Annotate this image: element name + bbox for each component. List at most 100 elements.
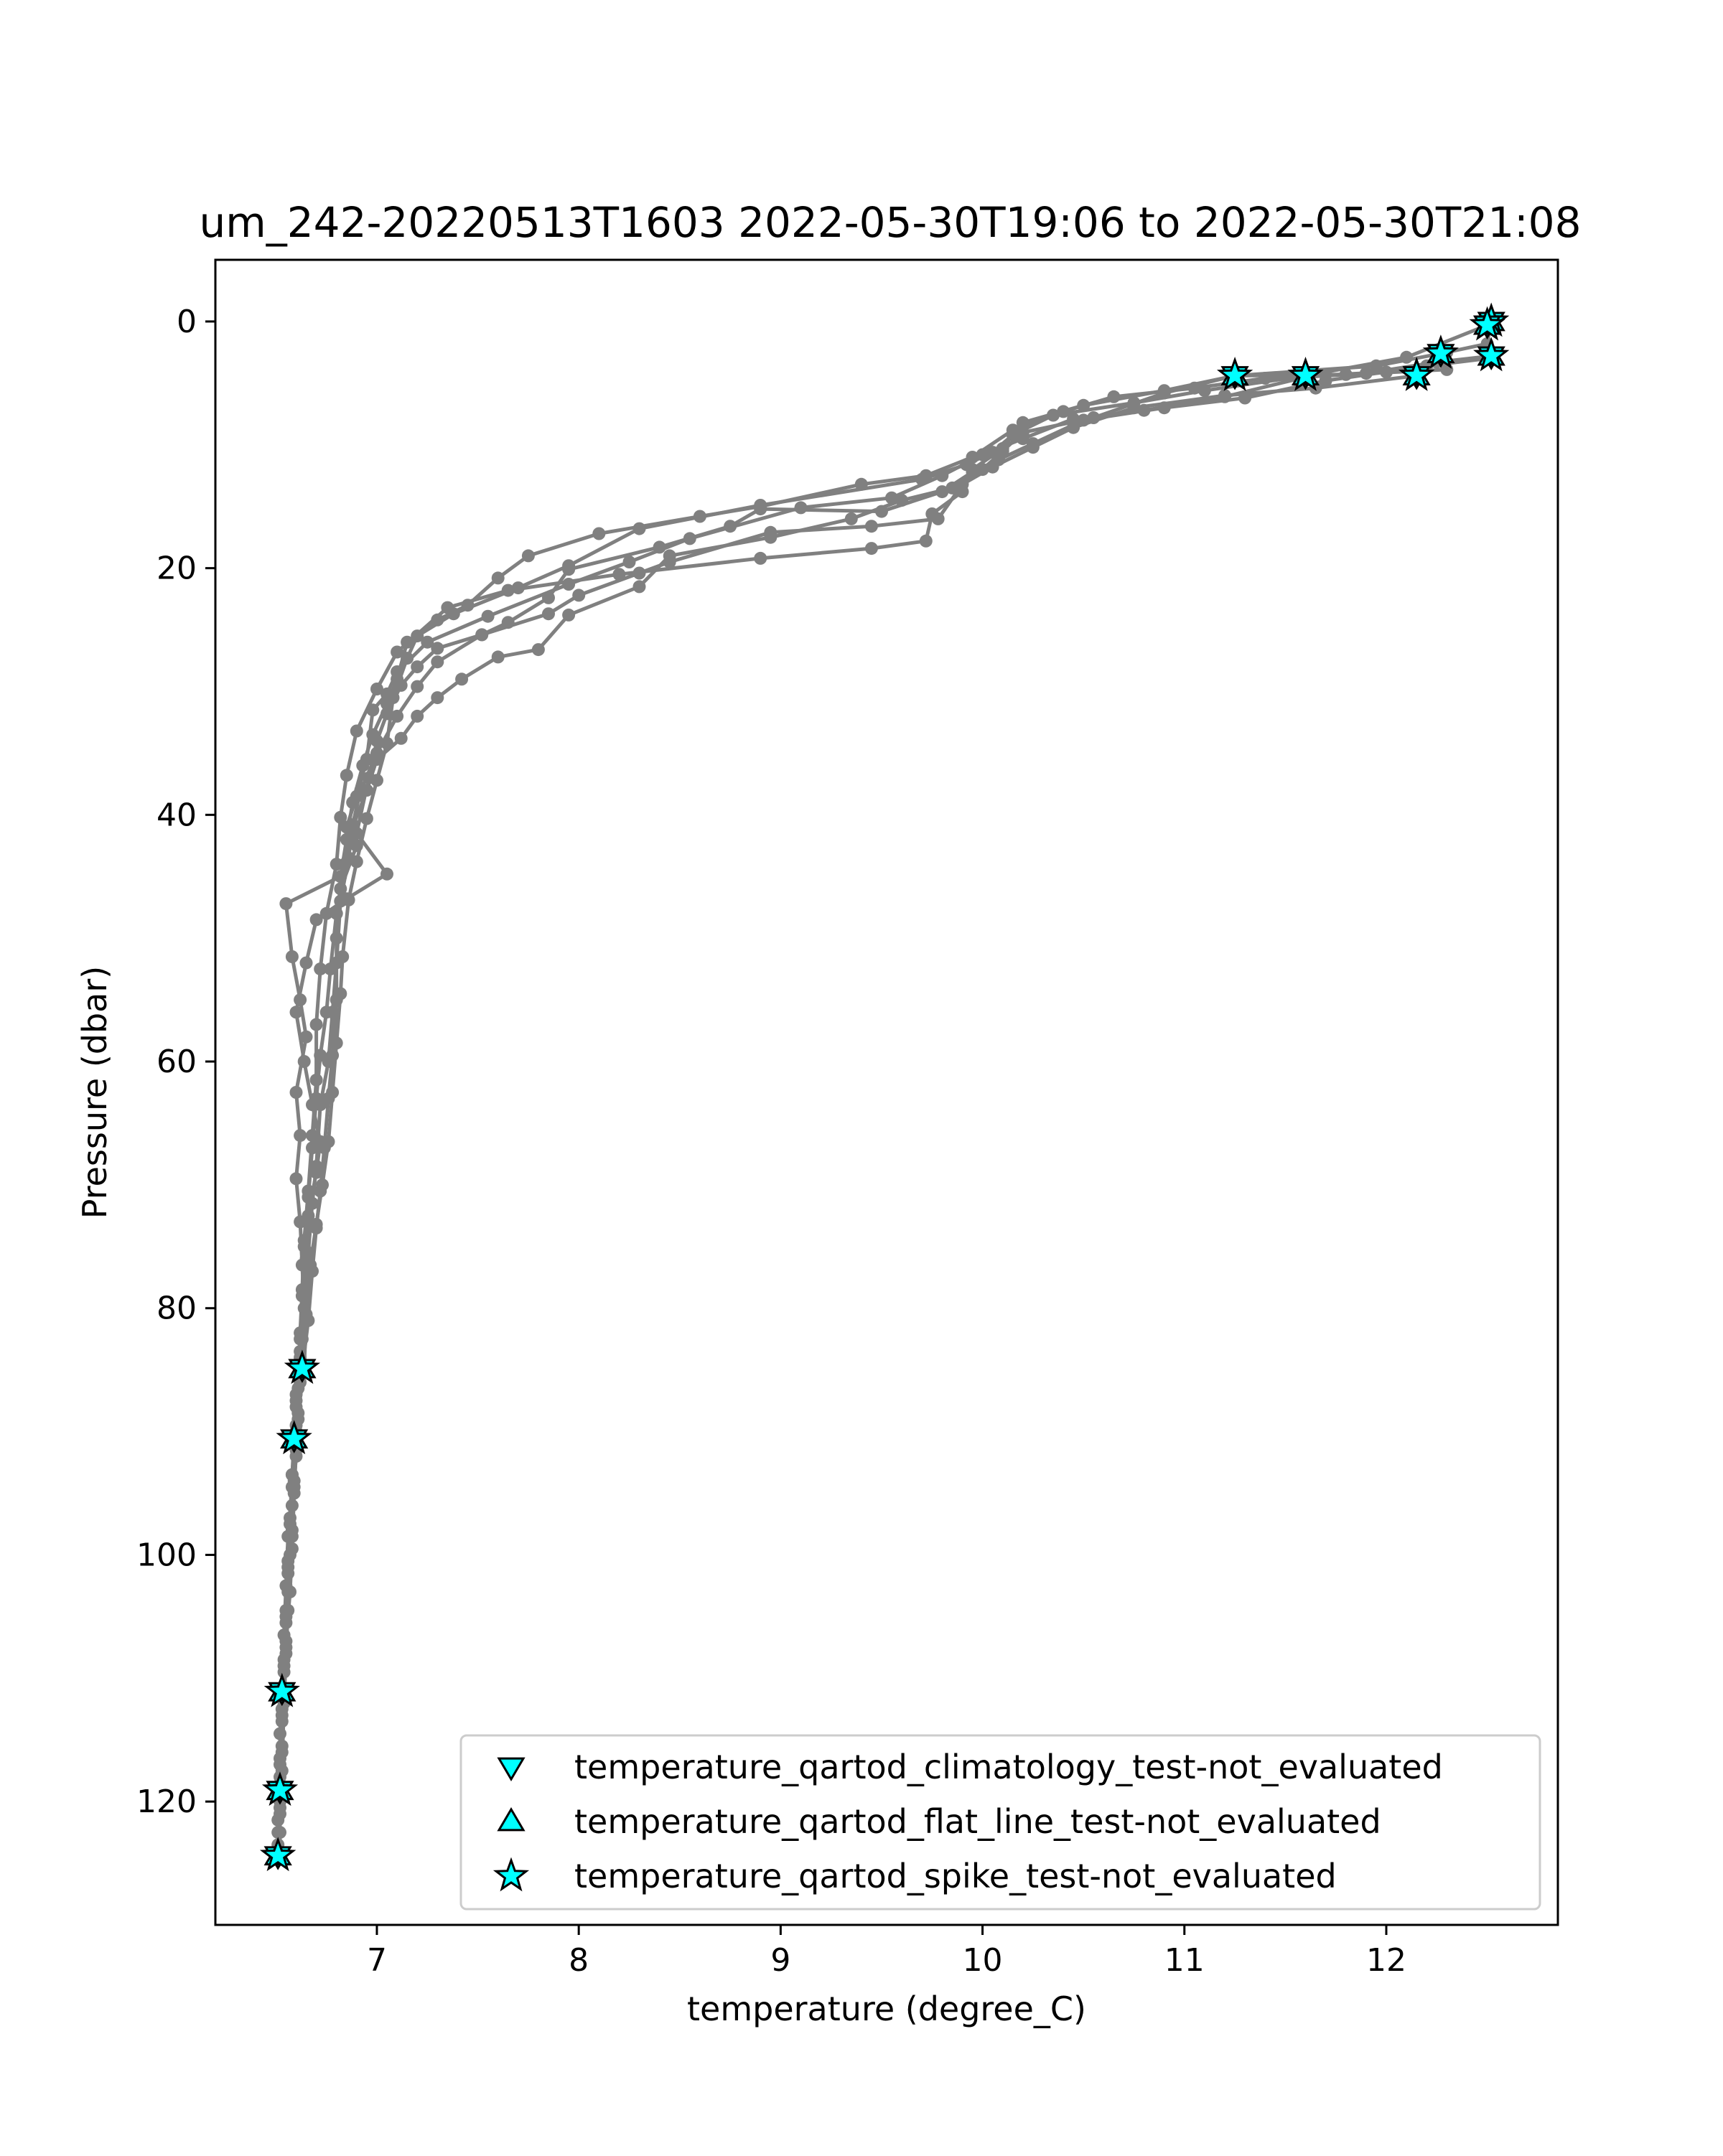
spike-marker bbox=[259, 1837, 296, 1872]
legend-entry: temperature_qartod_climatology_test-not_… bbox=[497, 1748, 1443, 1786]
data-point bbox=[334, 810, 347, 824]
data-point bbox=[592, 527, 606, 540]
data-point bbox=[895, 494, 909, 507]
data-point bbox=[299, 1252, 313, 1265]
data-point bbox=[306, 1141, 319, 1155]
legend-label: temperature_qartod_spike_test-not_evalua… bbox=[574, 1857, 1337, 1895]
spike-marker bbox=[1473, 337, 1510, 372]
data-point bbox=[562, 608, 576, 622]
y-axis: 0 20 40 60 80 100 120 bbox=[136, 304, 215, 1820]
data-point bbox=[297, 1055, 311, 1068]
y-tick-label: 80 bbox=[157, 1290, 197, 1327]
data-point bbox=[481, 609, 495, 623]
flagged-point-marker bbox=[1473, 337, 1510, 372]
data-point bbox=[289, 1006, 303, 1019]
data-point bbox=[394, 678, 408, 692]
data-point bbox=[370, 734, 383, 748]
data-point bbox=[294, 1129, 307, 1143]
flagged-point-marker bbox=[1422, 334, 1459, 369]
data-point bbox=[663, 549, 676, 563]
data-point bbox=[531, 643, 545, 657]
data-point bbox=[632, 566, 646, 580]
flagged-point-marker bbox=[276, 1420, 312, 1455]
legend-box bbox=[459, 1734, 1541, 1911]
legend-marker-triangle-up bbox=[497, 1807, 526, 1832]
y-tick-label: 60 bbox=[157, 1044, 197, 1080]
data-point bbox=[285, 950, 299, 963]
data-point bbox=[302, 1191, 315, 1204]
data-point bbox=[1107, 390, 1121, 403]
spike-marker bbox=[284, 1349, 321, 1384]
data-point bbox=[521, 549, 535, 563]
data-point bbox=[380, 707, 393, 721]
data-point bbox=[391, 709, 404, 723]
data-point bbox=[976, 463, 989, 477]
flagged-point-marker bbox=[263, 1672, 300, 1707]
data-point bbox=[1016, 426, 1029, 439]
data-point bbox=[350, 855, 363, 868]
data-point bbox=[316, 1178, 329, 1191]
legend: temperature_qartod_climatology_test-not_… bbox=[459, 1734, 1541, 1911]
data-point bbox=[475, 628, 489, 642]
data-point bbox=[275, 1745, 289, 1759]
axes-frame bbox=[214, 258, 1559, 1926]
data-point bbox=[297, 1239, 311, 1253]
data-point bbox=[919, 469, 933, 482]
data-point bbox=[1157, 401, 1171, 415]
data-point bbox=[421, 635, 434, 649]
y-tick-label: 100 bbox=[136, 1537, 197, 1573]
data-point bbox=[461, 599, 475, 612]
data-point bbox=[844, 512, 858, 525]
data-point bbox=[299, 956, 313, 970]
plot-area bbox=[214, 258, 1559, 1926]
flagged-point-marker bbox=[1398, 357, 1435, 391]
x-tick-label: 7 bbox=[367, 1942, 387, 1979]
data-point bbox=[653, 540, 666, 554]
data-point bbox=[562, 563, 576, 576]
data-point bbox=[366, 703, 380, 717]
data-point bbox=[334, 987, 347, 1000]
data-point bbox=[309, 913, 323, 927]
data-point bbox=[338, 858, 351, 871]
data-point bbox=[299, 1030, 313, 1044]
data-point bbox=[401, 635, 414, 649]
data-point bbox=[326, 1086, 340, 1099]
y-tick-label: 20 bbox=[157, 550, 197, 587]
spike-marker bbox=[276, 1420, 312, 1455]
data-point bbox=[864, 520, 878, 533]
flagged-point-marker bbox=[284, 1349, 321, 1384]
data-point bbox=[632, 580, 646, 594]
data-point bbox=[491, 650, 505, 664]
series-7 bbox=[271, 362, 1454, 1857]
data-point bbox=[431, 642, 444, 655]
spike-marker bbox=[261, 1771, 299, 1806]
data-point bbox=[285, 1468, 299, 1481]
flagged-point-marker bbox=[1469, 306, 1505, 341]
data-point bbox=[309, 1217, 323, 1231]
data-point bbox=[764, 530, 778, 544]
data-point bbox=[919, 534, 933, 548]
data-point bbox=[754, 551, 767, 565]
legend-label: temperature_qartod_flat_line_test-not_ev… bbox=[574, 1802, 1381, 1841]
data-point bbox=[281, 1555, 295, 1567]
data-point bbox=[431, 613, 444, 627]
spike-marker bbox=[263, 1672, 300, 1707]
data-point bbox=[1057, 405, 1070, 418]
data-point bbox=[285, 1529, 299, 1543]
data-point bbox=[794, 501, 808, 515]
data-point bbox=[1006, 423, 1019, 437]
data-point bbox=[501, 616, 515, 629]
data-point bbox=[1400, 350, 1414, 364]
x-tick-label: 11 bbox=[1164, 1942, 1205, 1979]
data-point bbox=[309, 1092, 323, 1105]
spike-marker bbox=[1422, 334, 1459, 369]
x-tick-label: 10 bbox=[963, 1942, 1003, 1979]
data-point bbox=[324, 962, 337, 976]
data-point bbox=[996, 444, 1009, 458]
data-point bbox=[411, 660, 424, 674]
data-point bbox=[314, 962, 327, 976]
y-tick-label: 40 bbox=[157, 797, 197, 833]
data-point bbox=[346, 820, 360, 834]
y-tick-label: 0 bbox=[177, 304, 197, 340]
